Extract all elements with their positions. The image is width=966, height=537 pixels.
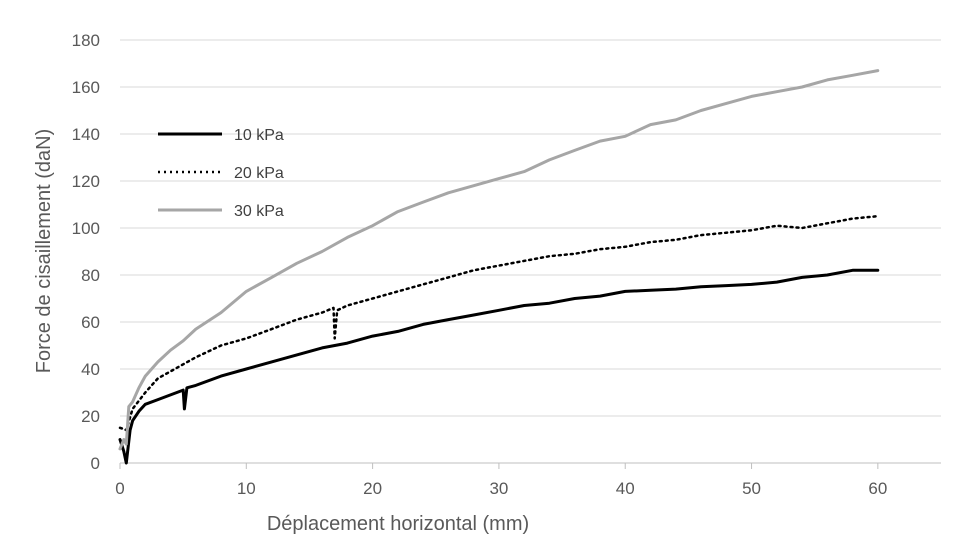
y-tick-label: 160 (72, 78, 100, 97)
y-tick-label: 120 (72, 172, 100, 191)
y-tick-label: 140 (72, 125, 100, 144)
x-tick-label: 10 (237, 479, 256, 498)
y-axis-title: Force de cisaillement (daN) (33, 129, 55, 374)
y-tick-label: 40 (81, 360, 100, 379)
y-tick-label: 180 (72, 31, 100, 50)
legend-label-1: 10 kPa (234, 127, 284, 144)
x-tick-label: 50 (742, 479, 761, 498)
y-tick-label: 0 (91, 454, 100, 473)
legend-label-3: 30 kPa (234, 203, 284, 220)
y-tick-label: 100 (72, 219, 100, 238)
x-tick-label: 60 (868, 479, 887, 498)
y-tick-label: 20 (81, 407, 100, 426)
x-axis-title: Déplacement horizontal (mm) (267, 513, 529, 535)
x-tick-label: 40 (616, 479, 635, 498)
y-tick-label: 60 (81, 313, 100, 332)
x-tick-label: 0 (115, 479, 124, 498)
y-tick-label: 80 (81, 266, 100, 285)
x-tick-label: 20 (363, 479, 382, 498)
x-tick-label: 30 (489, 479, 508, 498)
legend-label-2: 20 kPa (234, 165, 284, 182)
